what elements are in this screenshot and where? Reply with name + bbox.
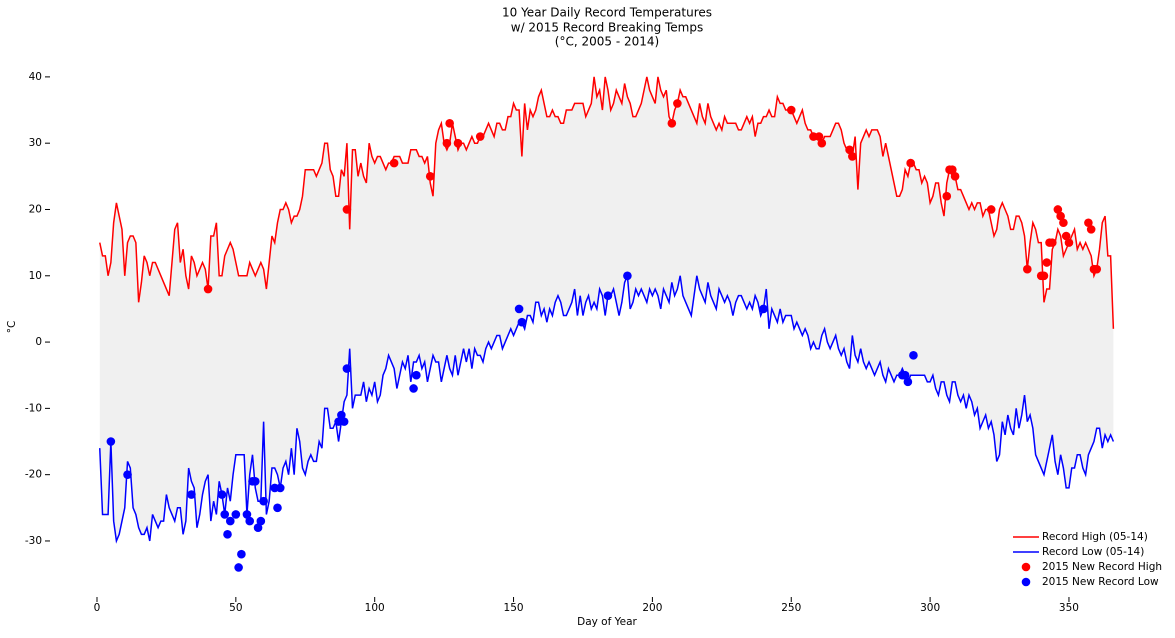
- scatter-point: [187, 490, 196, 499]
- scatter-point: [1023, 264, 1032, 274]
- scatter-point: [453, 138, 463, 148]
- scatter-point: [442, 138, 452, 148]
- scatter-point: [1092, 264, 1102, 274]
- legend-label: 2015 New Record Low: [1042, 576, 1159, 588]
- fill-between: [99, 76, 1114, 541]
- scatter-point: [234, 563, 243, 572]
- scatter-point: [1059, 218, 1068, 228]
- scatter-point: [986, 205, 996, 214]
- y-tick-label: -10: [25, 402, 42, 414]
- chart-title: 10 Year Daily Record Temperatures: [502, 6, 712, 20]
- scatter-point: [250, 476, 260, 486]
- scatter-point: [256, 516, 266, 526]
- scatter-point: [259, 496, 268, 506]
- x-tick-label: 300: [920, 602, 940, 614]
- legend-marker: [1021, 562, 1031, 572]
- y-axis-label: °C: [6, 321, 18, 334]
- scatter-point: [225, 516, 235, 526]
- legend-label: 2015 New Record High: [1042, 561, 1162, 573]
- line-series: [99, 76, 1115, 329]
- y-tick-label: 0: [35, 336, 42, 348]
- scatter-point: [667, 118, 677, 128]
- scatter-point: [1084, 218, 1093, 228]
- scatter-point: [425, 172, 435, 181]
- scatter-point: [245, 516, 255, 526]
- scatter-point: [903, 377, 913, 387]
- scatter-point: [673, 99, 682, 108]
- y-tick-label: -20: [25, 469, 42, 481]
- scatter-point: [848, 152, 857, 161]
- scatter-point: [950, 172, 960, 181]
- chart-title: w/ 2015 Record Breaking Temps: [511, 21, 704, 35]
- scatter-point: [253, 523, 263, 533]
- scatter-point: [409, 384, 418, 393]
- legend-label: Record Low (05-14): [1042, 546, 1144, 558]
- scatter-point: [1064, 238, 1074, 247]
- x-axis-label: Day of Year: [577, 616, 637, 628]
- scatter-point: [231, 510, 241, 519]
- scatter-point: [603, 291, 613, 300]
- scatter-point: [906, 158, 915, 168]
- scatter-point: [220, 510, 230, 519]
- scatter-point: [123, 470, 132, 479]
- x-tick-label: 150: [504, 602, 524, 614]
- y-tick-label: -30: [25, 535, 42, 547]
- scatter-point: [942, 191, 952, 201]
- scatter-point: [389, 158, 399, 168]
- scatter-point: [203, 284, 213, 294]
- x-tick-label: 0: [94, 602, 101, 614]
- scatter-point: [623, 271, 632, 281]
- scatter-point: [909, 351, 918, 360]
- x-tick-label: 200: [642, 602, 662, 614]
- x-tick-label: 250: [781, 602, 801, 614]
- scatter-point: [1086, 225, 1096, 234]
- scatter-point: [275, 483, 285, 493]
- y-tick-label: 40: [29, 71, 42, 83]
- scatter-point: [1053, 205, 1063, 214]
- scatter-point: [759, 304, 768, 314]
- scatter-point: [786, 105, 796, 115]
- line-series: [99, 275, 1115, 544]
- scatter-point: [342, 205, 352, 214]
- scatter-point: [106, 437, 116, 446]
- scatter-point: [517, 317, 527, 327]
- scatter-point: [900, 370, 910, 380]
- scatter-point: [1039, 271, 1049, 281]
- scatter-point: [1047, 238, 1057, 247]
- y-tick-label: 30: [29, 137, 42, 149]
- scatter-point: [817, 138, 827, 148]
- scatter-point: [845, 145, 854, 155]
- scatter-point: [948, 165, 957, 175]
- scatter-point: [814, 132, 824, 141]
- y-tick-label: 10: [29, 270, 42, 282]
- x-tick-label: 350: [1059, 602, 1079, 614]
- scatter-point: [514, 304, 524, 314]
- scatter-point: [475, 132, 485, 141]
- scatter-point: [1061, 231, 1071, 241]
- scatter-point: [1056, 211, 1065, 221]
- x-tick-label: 100: [365, 602, 385, 614]
- y-tick-label: 20: [29, 203, 42, 215]
- scatter-point: [242, 510, 252, 519]
- scatter-point: [1042, 258, 1052, 267]
- scatter-point: [237, 549, 246, 559]
- scatter-point: [223, 530, 232, 539]
- scatter-point: [342, 364, 352, 373]
- scatter-point: [445, 118, 454, 128]
- legend-label: Record High (05-14): [1042, 531, 1148, 543]
- scatter-point: [217, 490, 227, 499]
- scatter-point: [339, 417, 349, 426]
- legend-marker: [1021, 577, 1031, 587]
- scatter-point: [273, 503, 282, 513]
- x-tick-label: 50: [229, 602, 242, 614]
- scatter-point: [412, 370, 421, 380]
- scatter-point: [337, 410, 346, 420]
- chart-title: (°C, 2005 - 2014): [555, 35, 659, 49]
